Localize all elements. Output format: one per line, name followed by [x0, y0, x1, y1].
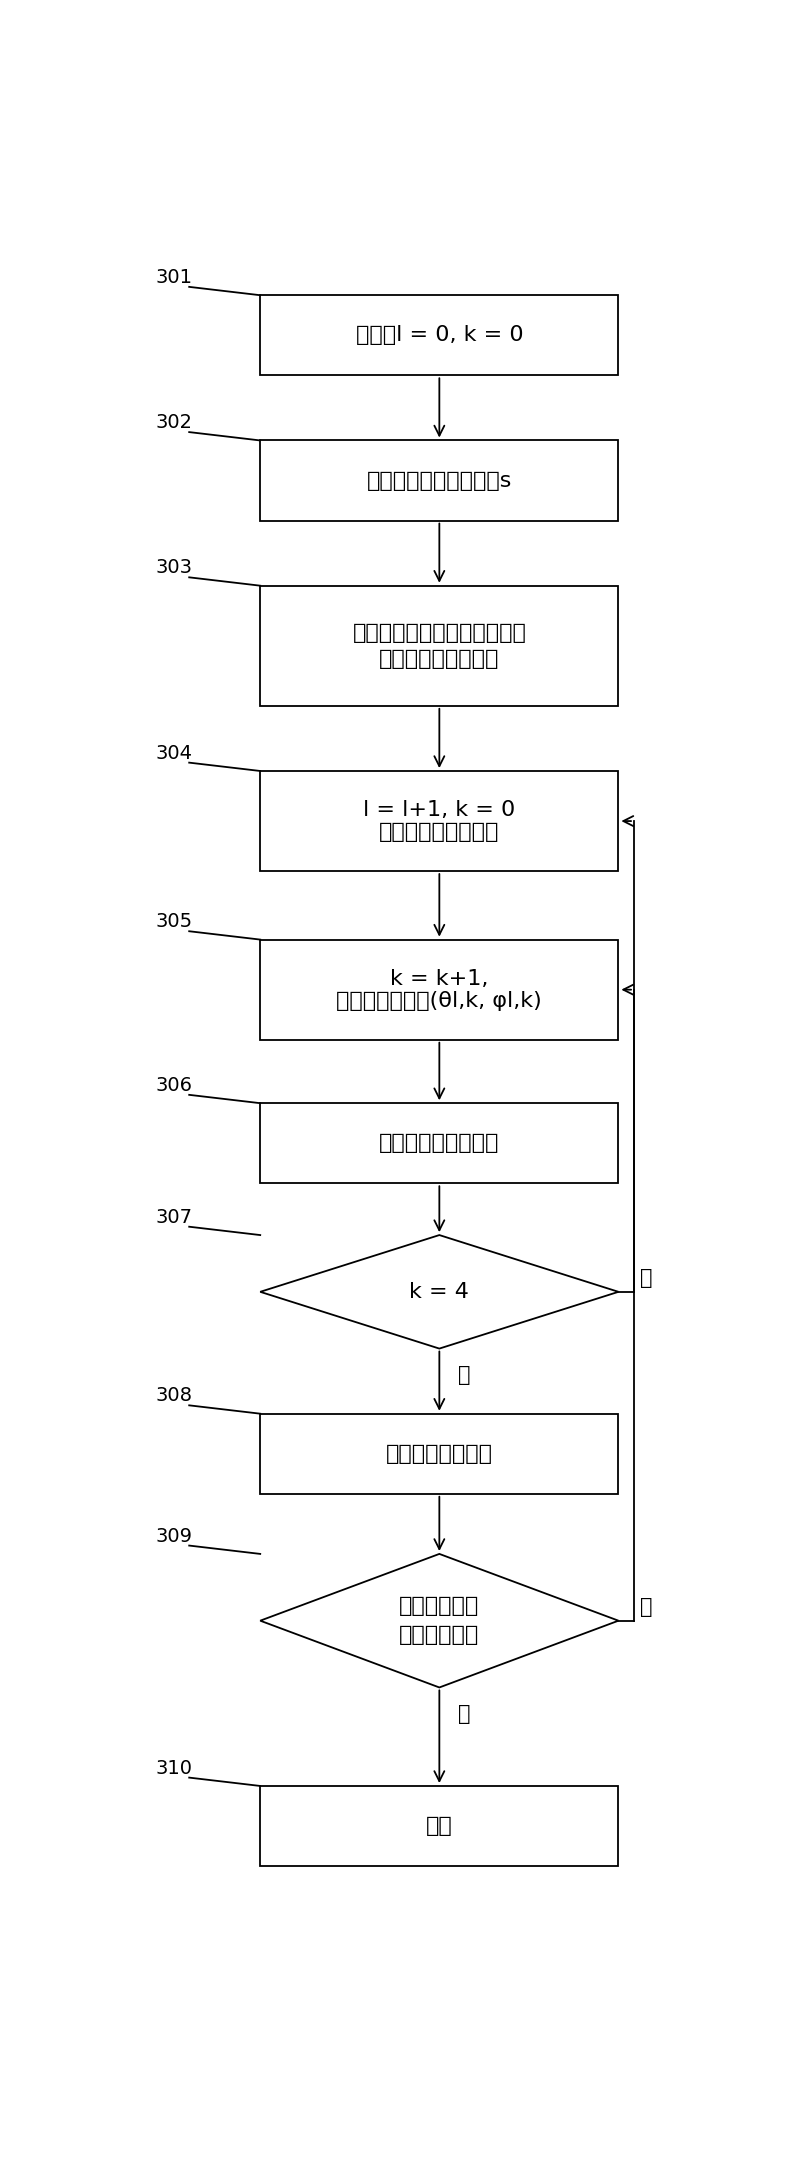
FancyBboxPatch shape — [260, 1414, 618, 1494]
Text: 所有阵元校准: 所有阵元校准 — [399, 1626, 480, 1646]
Text: k = k+1,: k = k+1, — [391, 969, 489, 989]
Polygon shape — [260, 1236, 618, 1348]
Text: 309: 309 — [155, 1526, 192, 1546]
Text: 302: 302 — [155, 414, 192, 431]
Polygon shape — [260, 1554, 618, 1687]
Text: 301: 301 — [155, 269, 192, 286]
FancyBboxPatch shape — [260, 939, 618, 1041]
FancyBboxPatch shape — [260, 772, 618, 872]
Text: 设置数字通道加权值: 设置数字通道加权值 — [379, 648, 500, 670]
Text: 信标天线发射标校信号s: 信标天线发射标校信号s — [367, 470, 512, 490]
Text: 是否完成遍历: 是否完成遍历 — [399, 1596, 480, 1615]
Text: 信号同步，计算增益: 信号同步，计算增益 — [379, 1134, 500, 1153]
Text: k = 4: k = 4 — [410, 1281, 469, 1301]
Text: 结束: 结束 — [426, 1817, 453, 1836]
Text: 306: 306 — [155, 1075, 192, 1095]
FancyBboxPatch shape — [260, 295, 618, 375]
FancyBboxPatch shape — [260, 1786, 618, 1867]
Text: 310: 310 — [155, 1758, 192, 1778]
Text: 是: 是 — [457, 1366, 470, 1385]
Text: 304: 304 — [155, 744, 192, 763]
Text: 305: 305 — [155, 913, 192, 932]
FancyBboxPatch shape — [260, 1104, 618, 1184]
Text: 天线校准信号处理: 天线校准信号处理 — [386, 1444, 493, 1463]
Text: 307: 307 — [155, 1208, 192, 1227]
Text: 设置信号入射角(θl,k, φl,k): 设置信号入射角(θl,k, φl,k) — [336, 991, 542, 1010]
FancyBboxPatch shape — [260, 585, 618, 707]
Text: 303: 303 — [155, 559, 192, 577]
Text: 否: 否 — [640, 1268, 653, 1288]
Text: 设置模拟通道移相器、衰减器: 设置模拟通道移相器、衰减器 — [352, 622, 526, 642]
Text: 308: 308 — [155, 1385, 192, 1405]
Text: 否: 否 — [640, 1598, 653, 1617]
FancyBboxPatch shape — [260, 440, 618, 520]
Text: 选择待校准天线单元: 选择待校准天线单元 — [379, 822, 500, 841]
Text: 是: 是 — [457, 1704, 470, 1724]
Text: l = l+1, k = 0: l = l+1, k = 0 — [363, 800, 516, 820]
Text: 初始化l = 0, k = 0: 初始化l = 0, k = 0 — [355, 325, 523, 345]
